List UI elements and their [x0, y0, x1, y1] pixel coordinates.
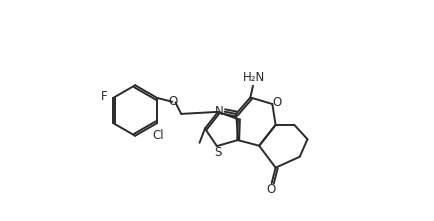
Text: N: N	[215, 105, 224, 118]
Text: O: O	[168, 95, 178, 108]
Text: Cl: Cl	[152, 129, 164, 142]
Text: H₂N: H₂N	[242, 71, 264, 84]
Text: O: O	[265, 183, 275, 196]
Text: S: S	[214, 146, 221, 159]
Text: F: F	[101, 90, 107, 103]
Text: O: O	[271, 96, 281, 109]
